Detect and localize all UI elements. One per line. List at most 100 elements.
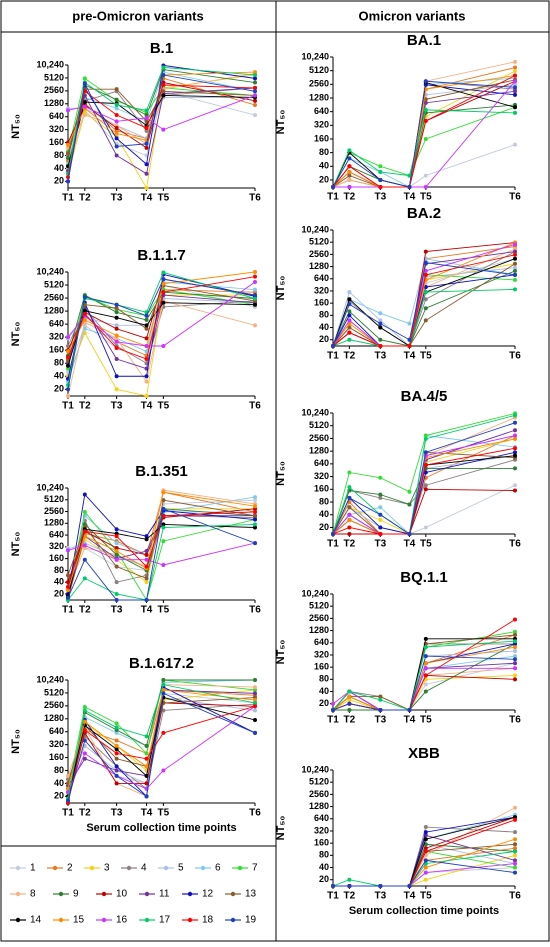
data-point — [114, 730, 119, 735]
data-point — [513, 252, 517, 257]
series — [331, 107, 517, 189]
data-point — [114, 545, 119, 550]
y-tick-label: 160 — [49, 137, 64, 147]
data-point — [513, 268, 517, 273]
series — [66, 682, 257, 801]
y-tick-label: 320 — [49, 739, 64, 749]
data-point — [114, 125, 119, 130]
data-point — [423, 870, 428, 875]
y-tick-label: 640 — [49, 726, 64, 736]
series — [331, 483, 517, 536]
y-tick-label: 160 — [314, 662, 329, 672]
data-point — [144, 113, 149, 118]
data-point — [114, 527, 119, 532]
data-point — [331, 344, 335, 348]
series — [331, 654, 517, 712]
data-point — [423, 673, 428, 678]
data-point — [161, 277, 166, 282]
data-point — [114, 764, 119, 769]
data-point — [347, 173, 352, 178]
data-point — [114, 374, 119, 379]
legend-label: 17 — [159, 915, 171, 926]
y-tick-label: 80 — [319, 674, 329, 684]
data-point — [161, 300, 166, 305]
data-point — [347, 318, 352, 323]
data-point — [378, 318, 383, 323]
x-tick-label: T1 — [327, 539, 339, 550]
data-point — [114, 333, 119, 338]
data-point — [407, 173, 412, 178]
series-line — [332, 640, 516, 711]
y-axis-label: NT₅₀ — [275, 816, 287, 841]
data-point — [423, 483, 428, 488]
data-point — [66, 108, 70, 113]
data-point — [161, 498, 166, 503]
y-tick-label: 320 — [314, 120, 329, 130]
data-point — [253, 113, 257, 118]
x-tick-label: T6 — [249, 808, 261, 819]
series — [66, 72, 257, 184]
y-tick-label: 2560 — [44, 292, 64, 302]
y-tick-label: 20 — [319, 698, 329, 708]
data-point — [114, 302, 119, 307]
series-line — [67, 77, 256, 152]
data-point — [513, 805, 517, 810]
y-tick-label: 5120 — [44, 687, 64, 697]
legend-marker — [89, 865, 95, 871]
data-point — [253, 293, 257, 298]
data-point — [161, 539, 166, 544]
data-point — [66, 335, 70, 340]
series — [331, 842, 517, 888]
data-point — [66, 349, 70, 354]
series-line — [67, 289, 256, 369]
data-point — [144, 326, 149, 331]
x-tick-label: T3 — [374, 351, 386, 362]
data-point — [513, 420, 517, 425]
data-point — [513, 249, 517, 254]
data-point — [253, 498, 257, 503]
data-point — [161, 290, 166, 295]
y-axis-label: NT₅₀ — [10, 322, 22, 347]
data-point — [378, 512, 383, 517]
data-point — [144, 781, 149, 786]
data-point — [66, 773, 70, 778]
chart-title: BA.2 — [407, 205, 441, 222]
series-line — [67, 508, 256, 601]
data-point — [144, 162, 149, 167]
data-point — [407, 532, 412, 536]
data-point — [253, 323, 257, 328]
series-line — [332, 109, 516, 188]
x-tick-label: T1 — [62, 401, 74, 412]
y-tick-label: 80 — [319, 850, 329, 860]
column-header: Omicron variants — [359, 8, 466, 23]
y-axis-label: NT₅₀ — [275, 276, 287, 301]
data-point — [66, 394, 70, 398]
data-point — [114, 97, 119, 102]
data-point — [347, 512, 352, 517]
data-point — [144, 764, 149, 769]
series — [331, 420, 517, 536]
x-tick-label: T6 — [509, 351, 521, 362]
data-point — [513, 272, 517, 277]
legend-label: 14 — [30, 915, 42, 926]
data-point — [378, 311, 383, 316]
data-point — [82, 100, 87, 105]
data-point — [253, 287, 257, 292]
series — [331, 666, 517, 712]
data-point — [114, 113, 119, 118]
y-tick-label: 40 — [319, 686, 329, 696]
data-point — [253, 691, 257, 696]
legend-marker — [144, 891, 150, 897]
data-point — [253, 76, 257, 81]
y-tick-label: 640 — [314, 273, 329, 283]
data-point — [513, 79, 517, 84]
series-line — [67, 87, 256, 175]
data-point — [347, 290, 352, 295]
data-point — [144, 374, 149, 379]
data-point — [513, 466, 517, 471]
y-tick-label: 1280 — [309, 801, 329, 811]
y-tick-label: 40 — [54, 577, 64, 587]
y-tick-label: 10,240 — [36, 59, 64, 69]
y-tick-label: 80 — [319, 310, 329, 320]
data-point — [407, 708, 412, 712]
